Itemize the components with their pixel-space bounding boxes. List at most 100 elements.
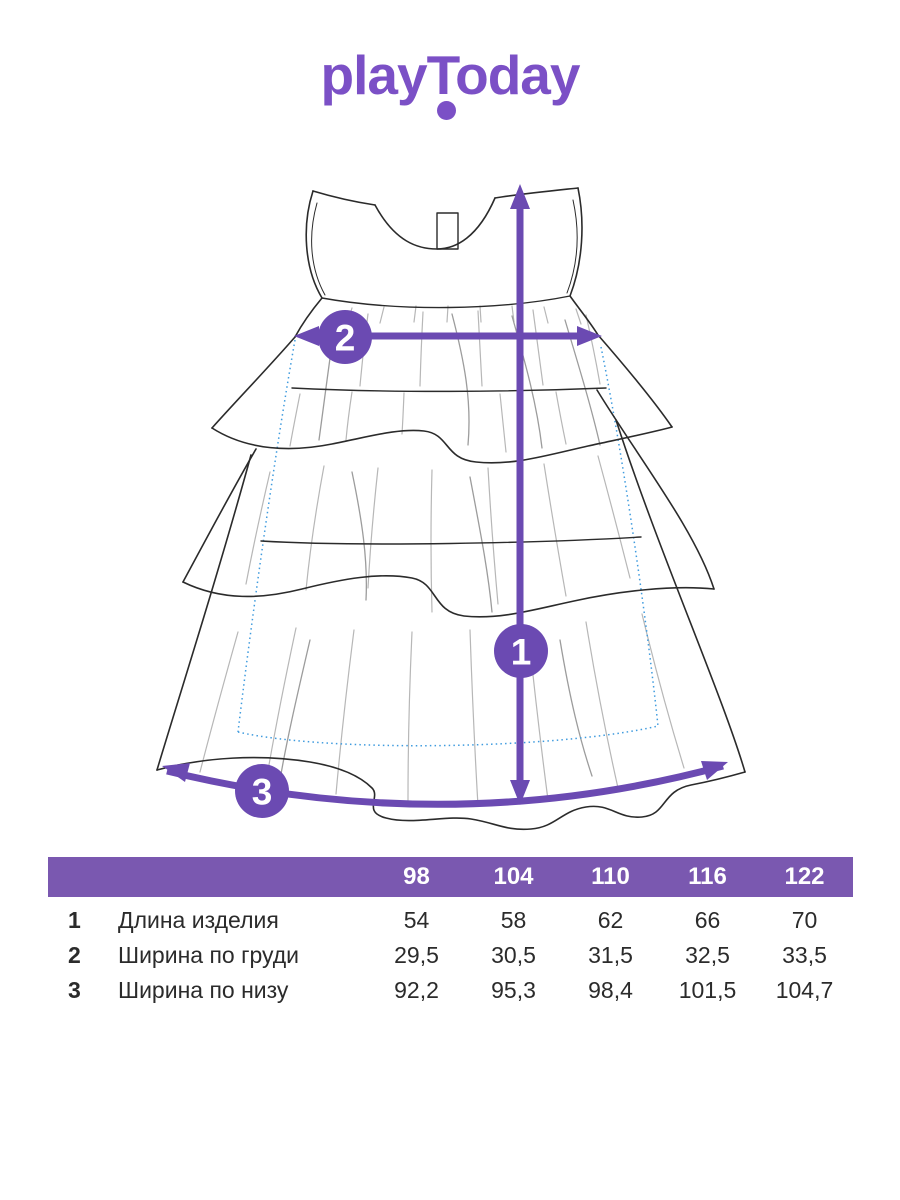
- cell-value: 32,5: [685, 942, 730, 968]
- cell-value: 101,5: [678, 977, 737, 1003]
- size-column-header: 122: [784, 863, 825, 890]
- left-shoulder: [312, 190, 376, 206]
- fold-line: [245, 471, 271, 585]
- table-row-length: 1 Длина изделия 54 58 62 66 70: [48, 903, 853, 938]
- marker-bubble: [235, 764, 289, 818]
- fold-line: [641, 613, 685, 769]
- cell-value: 62: [597, 907, 624, 933]
- fold-line: [585, 621, 619, 789]
- underlayer-left-edge: [237, 339, 296, 733]
- fold-line: [345, 391, 353, 441]
- logo-dot-icon: [437, 101, 456, 120]
- fold-lines: [199, 305, 685, 807]
- gather-tick: [543, 306, 549, 324]
- cell-value: 95,3: [491, 977, 536, 1003]
- fold-line: [469, 629, 479, 807]
- row-number: 1: [68, 907, 81, 933]
- right-armhole: [569, 187, 583, 297]
- gather-tick: [479, 305, 482, 323]
- fold-line: [499, 393, 507, 453]
- gather-tick: [446, 305, 449, 323]
- cell-value: 31,5: [588, 942, 633, 968]
- drape-line: [279, 639, 311, 781]
- drape-line: [559, 639, 593, 777]
- cell-value: 66: [694, 907, 721, 933]
- cell-value: 33,5: [782, 942, 827, 968]
- button-placket: [436, 212, 459, 250]
- marker-label: 2: [335, 318, 356, 359]
- gather-tick: [413, 305, 417, 323]
- fold-line: [419, 311, 424, 387]
- row-number: 2: [68, 942, 81, 968]
- cell-value: 70: [791, 907, 818, 933]
- tier2-right-edge: [596, 389, 715, 590]
- tier1-hem: [211, 426, 673, 464]
- cell-value: 98,4: [588, 977, 633, 1003]
- row-label: Ширина по груди: [118, 942, 300, 968]
- gather-tick: [575, 308, 582, 325]
- marker-circle-3: 3: [235, 764, 289, 818]
- left-armhole-facing: [311, 202, 326, 296]
- size-column-header: 104: [493, 863, 534, 890]
- fold-line: [335, 629, 355, 795]
- bodice: [294, 187, 599, 338]
- fold-line: [430, 469, 433, 613]
- arrowhead-right-icon: [701, 761, 728, 780]
- arrowhead-down-icon: [510, 780, 530, 805]
- fold-line: [487, 467, 499, 605]
- dress-sketch: [156, 187, 746, 831]
- chest-seam: [321, 295, 571, 309]
- tier-2: [182, 389, 715, 618]
- cell-value: 29,5: [394, 942, 439, 968]
- left-underarm-flare: [294, 297, 323, 338]
- tier1-seam: [291, 387, 607, 393]
- cell-value: 54: [403, 907, 430, 933]
- marker-circle-2: 2: [318, 310, 372, 364]
- cell-value: 30,5: [491, 942, 536, 968]
- tier3-right-edge: [615, 419, 746, 773]
- fold-line: [199, 631, 239, 773]
- fold-line: [289, 393, 301, 447]
- cell-value: 58: [500, 907, 527, 933]
- table-row-bottom-width: 3 Ширина по низу 92,2 95,3 98,4 101,5 10…: [48, 973, 853, 1008]
- drape-line: [351, 471, 368, 601]
- row-label: Длина изделия: [118, 907, 279, 933]
- cell-value: 92,2: [394, 977, 439, 1003]
- bottom-hem: [156, 756, 746, 831]
- tier1-left-edge: [211, 336, 296, 429]
- drape-accent-lines: [279, 313, 601, 781]
- marker-label: 3: [252, 772, 273, 813]
- arrowhead-up-icon: [510, 184, 530, 209]
- brand-logo: playToday: [320, 44, 581, 106]
- dress-diagram: 2 1 3: [156, 184, 746, 831]
- fold-line: [477, 310, 483, 387]
- fold-line: [585, 314, 601, 385]
- tier1-right-edge: [597, 334, 673, 428]
- fold-line: [305, 465, 325, 591]
- fold-line: [597, 455, 631, 579]
- fold-line: [532, 309, 544, 386]
- fold-line: [555, 391, 567, 445]
- size-column-header: 110: [591, 863, 630, 890]
- left-armhole: [305, 190, 323, 299]
- measure-arrow-length: [510, 184, 530, 805]
- marker-bubble: [318, 310, 372, 364]
- drape-line: [451, 313, 470, 446]
- arrowhead-right-icon: [577, 326, 602, 346]
- gather-tick: [379, 306, 385, 324]
- fold-line: [401, 392, 405, 435]
- tier2-left-edge: [182, 448, 257, 583]
- underlayer-right-edge: [600, 346, 659, 727]
- tier3-left-edge: [156, 454, 252, 771]
- tier-1: [211, 334, 673, 464]
- size-table-header: 98 104 110 116 122: [48, 857, 853, 897]
- right-underarm-flare: [569, 295, 599, 336]
- tier2-seam: [260, 536, 642, 545]
- gather-tick: [511, 305, 515, 323]
- size-column-header: 116: [688, 863, 727, 890]
- tier2-hem: [182, 574, 715, 618]
- underlayer-dotted-outline: [237, 339, 659, 747]
- right-armhole-facing: [566, 199, 578, 294]
- measurement-arrows: 2 1 3: [162, 184, 728, 818]
